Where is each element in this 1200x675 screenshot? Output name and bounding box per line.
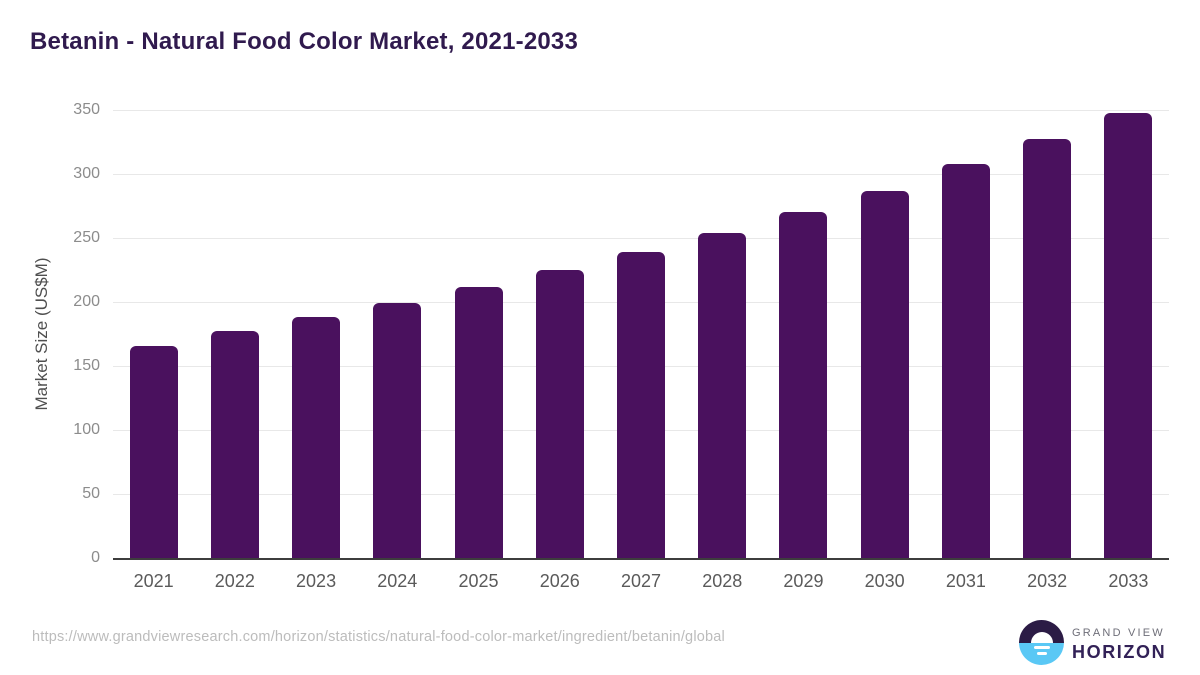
x-tick-label-2031: 2031 [945,571,986,591]
x-tick-label-2032: 2032 [1027,571,1068,591]
bar-2025 [454,286,503,558]
x-tick-label-2029: 2029 [783,571,824,591]
bar-2028 [698,232,747,558]
chart-title: Betanin - Natural Food Color Market, 202… [30,28,579,55]
x-tick-label-2021: 2021 [133,571,174,591]
logo-sky-half [1019,620,1064,643]
y-tick-label-200: 200 [73,293,100,310]
logo-grand-view-text: GRAND VIEW [1072,627,1165,639]
y-tick-label-350: 350 [73,101,100,118]
bar-2031 [941,163,990,558]
source-url: https://www.grandviewresearch.com/horizo… [32,629,725,645]
y-tick-label-150: 150 [73,357,100,374]
y-tick-label-100: 100 [73,421,100,438]
y-tick-label-250: 250 [73,229,100,246]
bar-2029 [779,212,828,558]
gridline-250 [113,238,1169,239]
bar-2026 [535,270,584,558]
logo-reflection-line [1033,646,1050,650]
bar-2033 [1104,112,1153,558]
x-tick-label-2022: 2022 [214,571,255,591]
bar-2022 [210,331,259,558]
y-tick-label-0: 0 [91,549,100,566]
gridline-300 [113,174,1169,175]
bar-2024 [373,303,422,558]
y-tick-label-300: 300 [73,165,100,182]
x-tick-label-2026: 2026 [539,571,580,591]
x-tick-label-2030: 2030 [864,571,905,591]
x-tick-label-2027: 2027 [620,571,661,591]
y-tick-label-50: 50 [82,485,100,502]
bar-2030 [860,190,909,558]
x-tick-label-2025: 2025 [458,571,499,591]
logo-horizon-text: HORIZON [1072,642,1167,662]
x-tick-label-2028: 2028 [702,571,743,591]
x-axis-line [113,558,1169,560]
y-axis-title: Market Size (US$M) [32,257,51,411]
x-tick-label-2023: 2023 [296,571,337,591]
gridline-350 [113,110,1169,111]
horizon-sun-icon [1019,620,1064,665]
x-tick-label-2033: 2033 [1108,571,1149,591]
bar-2021 [129,345,178,558]
logo-reflection-line [1036,652,1047,656]
bar-2032 [1023,139,1072,558]
brand-logo: GRAND VIEW HORIZON [1019,620,1169,666]
logo-wordmark: GRAND VIEW HORIZON [1072,627,1166,663]
x-tick-label-2024: 2024 [377,571,418,591]
bar-2023 [292,317,341,558]
logo-sun-dome [1030,631,1053,643]
bar-2027 [617,252,665,558]
plot-area: 0 50 100 150 200 250 300 350 2021 2022 2023 2024 202… [73,101,1169,591]
